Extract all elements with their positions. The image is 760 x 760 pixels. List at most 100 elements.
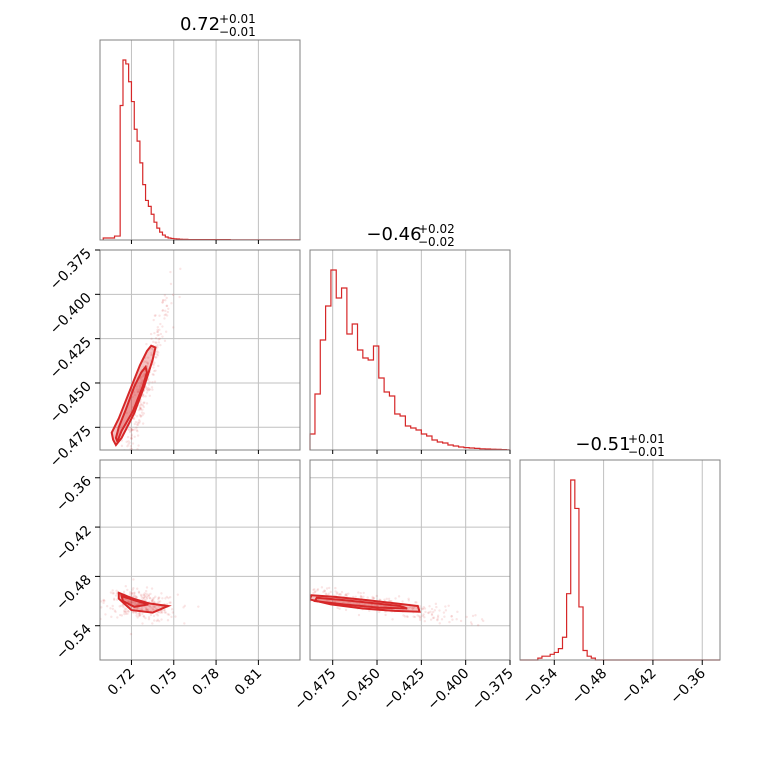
scatter-point-0-84	[157, 338, 160, 341]
scatter-point-1-183	[128, 591, 132, 594]
scatter-point-1-115	[126, 609, 130, 613]
xtick-label-0-1: 0.75	[147, 666, 180, 699]
scatter-point-2-198	[434, 602, 438, 606]
scatter-point-2-156	[474, 614, 477, 617]
title-param-1-minus: −0.02	[418, 235, 455, 249]
scatter-point-2-241	[329, 590, 332, 594]
scatter-point-1-258	[134, 611, 137, 614]
scatter-point-0-171	[164, 313, 168, 316]
scatter-point-1-153	[122, 605, 125, 609]
scatter-point-0-307	[142, 395, 145, 398]
scatter-point-1-245	[182, 606, 185, 609]
scatter-point-2-282	[447, 604, 450, 607]
scatter-point-1-310	[135, 595, 139, 599]
scatter-point-2-43	[226, 578, 228, 580]
scatter-point-2-296	[372, 597, 375, 600]
scatter-point-1-55	[142, 615, 146, 618]
scatter-point-2-169	[436, 618, 439, 622]
scatter-point-2-243	[383, 598, 386, 601]
scatter-point-1-156	[153, 605, 156, 609]
scatter-point-1-145	[89, 590, 91, 592]
scatter-point-2-175	[429, 610, 432, 614]
scatter-point-2-284	[448, 620, 451, 624]
scatter-point-1-192	[152, 605, 155, 608]
scatter-point-2-233	[450, 615, 453, 618]
frame-0-0	[99, 39, 301, 241]
scatter-point-0-204	[117, 455, 119, 457]
contour-inner-2	[313, 596, 408, 610]
frame-2-0	[99, 459, 301, 661]
scatter-point-2-159	[423, 607, 427, 610]
scatter-point-0-124	[156, 330, 160, 333]
scatter-point-0-274	[128, 428, 131, 432]
scatter-point-0-319	[123, 481, 125, 483]
scatter-point-1-161	[134, 595, 137, 599]
scatter-point-2-180	[406, 615, 409, 619]
scatter-point-0-275	[154, 341, 157, 344]
scatter-point-0-266	[146, 361, 150, 364]
scatter-point-2-178	[334, 590, 337, 593]
scatter-point-2-108	[422, 613, 425, 616]
scatter-point-0-160	[118, 465, 120, 467]
scatter-point-0-309	[148, 394, 152, 397]
scatter-point-1-316	[111, 592, 115, 595]
scatter-point-1-160	[157, 619, 161, 623]
scatter-point-2-259	[419, 615, 422, 618]
scatter-point-2-112	[416, 614, 419, 617]
ytick-label-1-1: −0.450	[47, 378, 95, 426]
scatter-point-0-49	[130, 437, 133, 440]
scatter-point-0-259	[129, 429, 133, 433]
scatter-point-0-142	[129, 447, 132, 450]
scatter-point-2-121	[444, 605, 447, 608]
scatter-point-0-43	[163, 294, 167, 297]
scatter-point-0-141	[143, 401, 146, 404]
scatter-point-2-232	[266, 578, 268, 580]
scatter-point-1-100	[155, 613, 158, 616]
scatter-point-2-172	[450, 614, 453, 618]
scatter-point-0-14	[158, 314, 161, 317]
scatter-point-1-211	[183, 622, 186, 625]
scatter-point-0-106	[116, 500, 118, 502]
scatter-point-0-7	[125, 440, 128, 444]
scatter-point-0-314	[171, 326, 175, 329]
scatter-point-1-39	[102, 599, 105, 602]
scatter-point-0-237	[169, 270, 172, 274]
scatter-point-1-191	[144, 608, 148, 611]
scatter-point-0-94	[131, 395, 134, 399]
scatter-point-0-205	[151, 380, 154, 384]
scatter-point-0-253	[136, 429, 139, 433]
scatter-point-1-126	[133, 601, 137, 604]
scatter-point-1-60	[136, 587, 139, 590]
scatter-point-1-117	[154, 595, 157, 598]
scatter-point-2-77	[312, 588, 315, 592]
title-param-2: −0.51	[575, 434, 630, 455]
scatter-point-1-159	[137, 614, 141, 618]
scatter-point-2-188	[435, 605, 438, 609]
scatter-point-1-116	[145, 586, 149, 589]
scatter-point-0-115	[120, 483, 122, 485]
scatter-point-1-284	[153, 619, 156, 622]
scatter-point-0-67	[126, 427, 130, 431]
scatter-point-0-234	[138, 387, 142, 390]
scatter-point-2-13	[323, 589, 326, 593]
scatter-point-0-260	[165, 296, 168, 300]
scatter-point-2-290	[338, 607, 341, 610]
scatter-point-0-209	[165, 314, 169, 317]
scatter-point-1-166	[137, 612, 140, 616]
scatter-point-0-282	[135, 415, 139, 418]
scatter-point-1-274	[130, 592, 134, 595]
ytick-label-2-0: −0.54	[53, 621, 95, 663]
scatter-point-1-112	[157, 600, 161, 604]
xtick-label-2-3: −0.36	[667, 665, 709, 707]
scatter-point-0-60	[150, 347, 154, 350]
scatter-point-1-214	[151, 597, 154, 600]
scatter-point-0-245	[142, 373, 146, 376]
scatter-point-0-248	[156, 343, 159, 347]
scatter-point-0-131	[156, 350, 159, 353]
scatter-point-1-165	[142, 593, 145, 596]
scatter-point-2-271	[432, 616, 436, 619]
scatter-point-0-19	[124, 452, 126, 454]
scatter-point-0-95	[133, 422, 137, 426]
scatter-point-2-275	[411, 607, 414, 610]
scatter-point-1-54	[126, 600, 130, 603]
